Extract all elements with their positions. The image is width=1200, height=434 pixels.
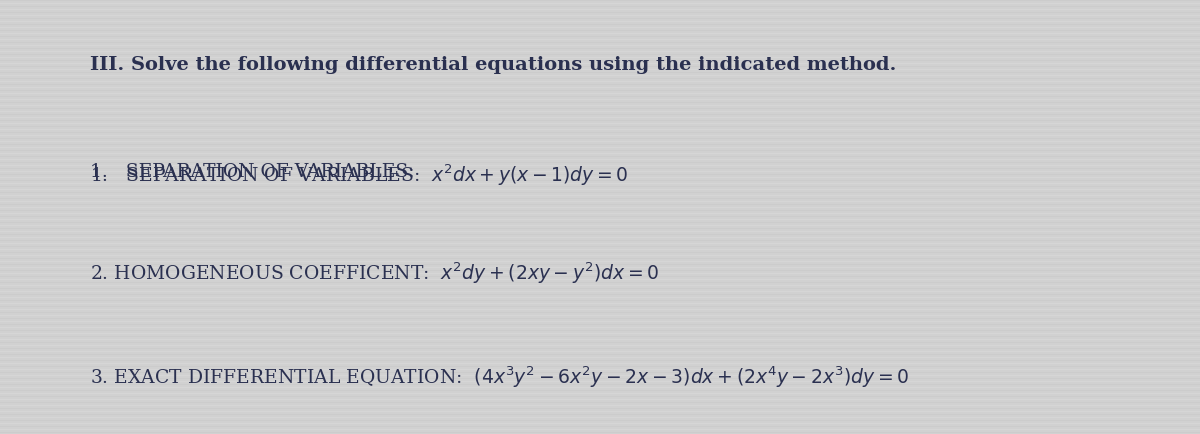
Text: 1.   SEPARATION OF VARIABLES:: 1. SEPARATION OF VARIABLES: [90, 163, 426, 181]
Text: 2. HOMOGENEOUS COEFFICENT:  $x^2dy + (2xy - y^2)dx = 0$: 2. HOMOGENEOUS COEFFICENT: $x^2dy + (2xy… [90, 260, 659, 286]
Text: 1.   SEPARATION OF VARIABLES:  $x^2dx + y(x-1)dy = 0$: 1. SEPARATION OF VARIABLES: $x^2dx + y(x… [90, 163, 629, 188]
Text: III. Solve the following differential equations using the indicated method.: III. Solve the following differential eq… [90, 56, 896, 74]
Text: 3. EXACT DIFFERENTIAL EQUATION:  $(4x^3y^2 - 6x^2y - 2x - 3)dx + (2x^4y - 2x^3)d: 3. EXACT DIFFERENTIAL EQUATION: $(4x^3y^… [90, 365, 910, 390]
